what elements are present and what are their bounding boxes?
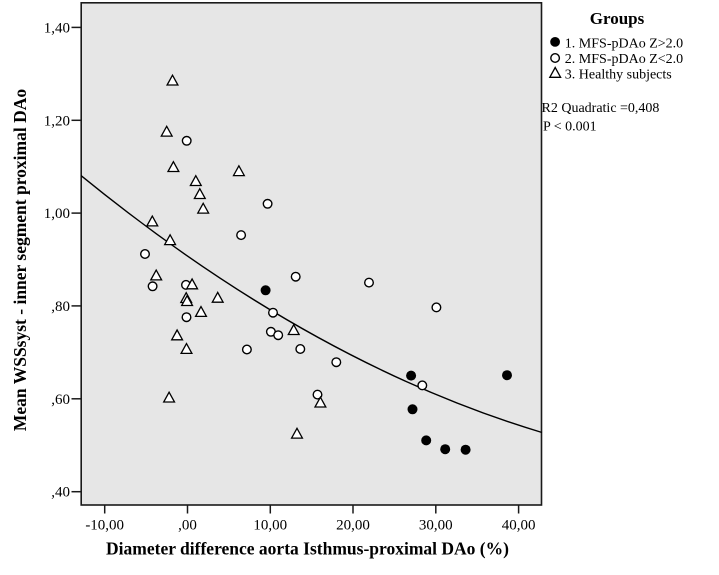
svg-text:Diameter difference aorta Isth: Diameter difference aorta Isthmus-proxim… [106,539,509,559]
svg-text:-10,00: -10,00 [85,518,124,534]
svg-text:10,00: 10,00 [253,518,287,534]
svg-text:Mean WSSsyst - inner segment p: Mean WSSsyst - inner segment proximal DA… [10,89,30,431]
svg-text:1,20: 1,20 [44,113,70,129]
svg-text:,80: ,80 [51,299,70,315]
svg-text:Groups: Groups [590,9,645,28]
svg-text:1,00: 1,00 [44,206,70,222]
svg-text:,00: ,00 [178,518,197,534]
svg-text:20,00: 20,00 [336,518,370,534]
svg-text:P < 0.001: P < 0.001 [543,119,597,134]
svg-text:30,00: 30,00 [419,518,453,534]
svg-text:1. MFS-pDAo Z>2.0: 1. MFS-pDAo Z>2.0 [565,37,683,52]
svg-text:,40: ,40 [51,485,70,501]
svg-text:40,00: 40,00 [502,518,536,534]
svg-text:R2 Quadratic =0,408: R2 Quadratic =0,408 [542,101,660,116]
svg-text:2. MFS-pDAo Z<2.0: 2. MFS-pDAo Z<2.0 [565,52,683,67]
svg-text:3. Healthy subjects: 3. Healthy subjects [565,67,672,82]
svg-text:,60: ,60 [51,392,70,408]
svg-text:1,40: 1,40 [44,20,70,36]
